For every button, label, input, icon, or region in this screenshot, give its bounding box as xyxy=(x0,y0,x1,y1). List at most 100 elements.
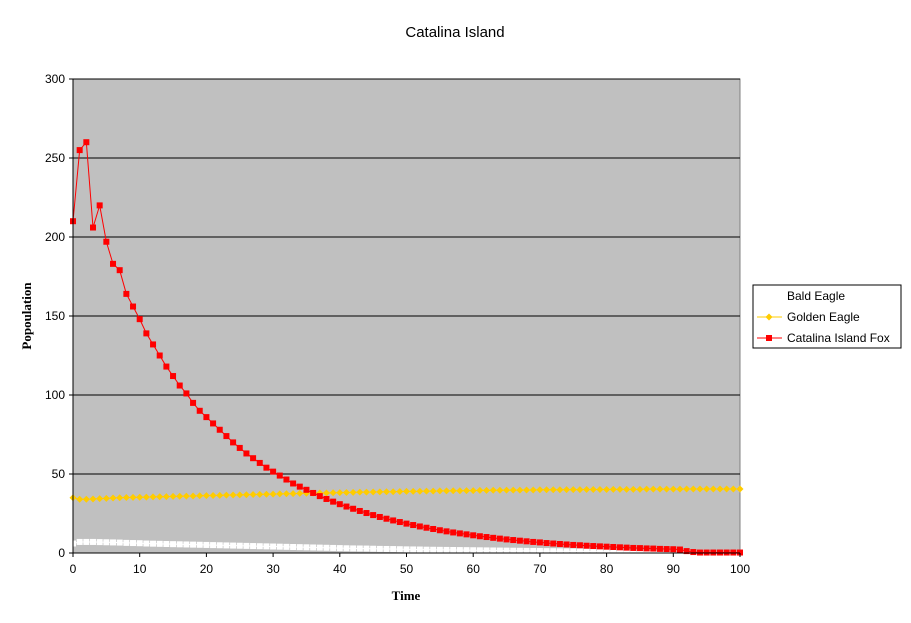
data-point xyxy=(276,472,283,479)
data-point xyxy=(383,515,390,522)
data-point xyxy=(216,491,224,499)
data-point xyxy=(296,544,303,551)
data-point xyxy=(176,541,183,548)
data-point xyxy=(536,539,543,546)
data-point xyxy=(236,444,243,451)
data-point xyxy=(162,493,170,501)
data-point xyxy=(129,493,137,501)
data-point xyxy=(262,490,270,498)
data-point xyxy=(330,544,337,551)
data-point xyxy=(670,549,677,556)
data-point xyxy=(703,485,711,493)
data-point xyxy=(630,548,637,555)
x-tick-label: 10 xyxy=(133,562,147,576)
legend-label: Golden Eagle xyxy=(787,310,860,324)
data-point xyxy=(516,537,523,544)
data-point xyxy=(570,541,577,548)
data-point xyxy=(96,495,104,503)
data-point xyxy=(516,547,523,554)
data-point xyxy=(476,486,484,494)
chart-title: Catalina Island xyxy=(405,24,504,41)
data-point xyxy=(210,542,217,549)
data-point xyxy=(149,493,157,501)
data-point xyxy=(110,260,117,267)
data-point xyxy=(156,352,163,359)
data-point xyxy=(456,547,463,554)
data-point xyxy=(289,490,297,498)
data-point xyxy=(429,487,437,495)
data-point xyxy=(116,494,124,502)
data-point xyxy=(89,495,97,503)
data-point xyxy=(556,486,564,494)
y-tick-label: 150 xyxy=(45,309,65,323)
data-point xyxy=(590,548,597,555)
data-point xyxy=(410,522,417,529)
data-point xyxy=(263,464,270,471)
data-point xyxy=(230,542,237,549)
data-point xyxy=(369,488,377,496)
data-point xyxy=(483,486,491,494)
data-point xyxy=(556,540,563,547)
y-axis-label: Popoulation xyxy=(19,282,34,350)
data-point xyxy=(150,341,157,348)
data-point xyxy=(122,494,130,502)
data-point xyxy=(156,540,163,547)
data-point xyxy=(210,420,217,427)
data-point xyxy=(596,548,603,555)
series-golden-eagle xyxy=(69,485,744,503)
data-point xyxy=(503,486,511,494)
x-tick-label: 80 xyxy=(600,562,614,576)
data-point xyxy=(589,485,597,493)
data-point xyxy=(269,490,277,498)
data-point xyxy=(90,224,97,231)
data-point xyxy=(336,501,343,508)
data-point xyxy=(443,487,451,495)
data-point xyxy=(570,548,577,555)
data-point xyxy=(709,485,717,493)
data-point xyxy=(523,547,530,554)
data-point xyxy=(723,485,731,493)
data-point xyxy=(243,450,250,457)
x-tick-label: 90 xyxy=(667,562,681,576)
data-point xyxy=(670,546,677,553)
data-point xyxy=(636,485,644,493)
data-point xyxy=(376,545,383,552)
data-point xyxy=(109,494,117,502)
data-point xyxy=(463,487,471,495)
data-point xyxy=(443,546,450,553)
data-point xyxy=(450,546,457,553)
data-point xyxy=(96,202,103,209)
data-point xyxy=(563,486,571,494)
data-point xyxy=(189,492,197,500)
data-point xyxy=(102,494,110,502)
data-point xyxy=(356,507,363,514)
data-point xyxy=(203,414,210,421)
data-point xyxy=(390,517,397,524)
data-point xyxy=(316,544,323,551)
data-point xyxy=(689,485,697,493)
data-point xyxy=(270,543,277,550)
data-point xyxy=(276,543,283,550)
data-point xyxy=(409,487,417,495)
data-point xyxy=(323,495,330,502)
x-tick-label: 100 xyxy=(730,562,750,576)
data-point xyxy=(316,493,323,500)
data-point xyxy=(583,542,590,549)
data-point xyxy=(203,541,210,548)
data-point xyxy=(616,548,623,555)
data-point xyxy=(363,545,370,552)
x-tick-label: 30 xyxy=(266,562,280,576)
data-point xyxy=(330,498,337,505)
data-point xyxy=(536,486,544,494)
data-point xyxy=(83,538,90,545)
data-point xyxy=(443,528,450,535)
data-point xyxy=(543,540,550,547)
data-point xyxy=(216,426,223,433)
y-tick-label: 200 xyxy=(45,230,65,244)
data-point xyxy=(82,495,90,503)
data-point xyxy=(250,455,257,462)
data-point xyxy=(523,486,531,494)
data-point xyxy=(496,547,503,554)
data-point xyxy=(556,548,563,555)
y-tick-label: 300 xyxy=(45,72,65,86)
